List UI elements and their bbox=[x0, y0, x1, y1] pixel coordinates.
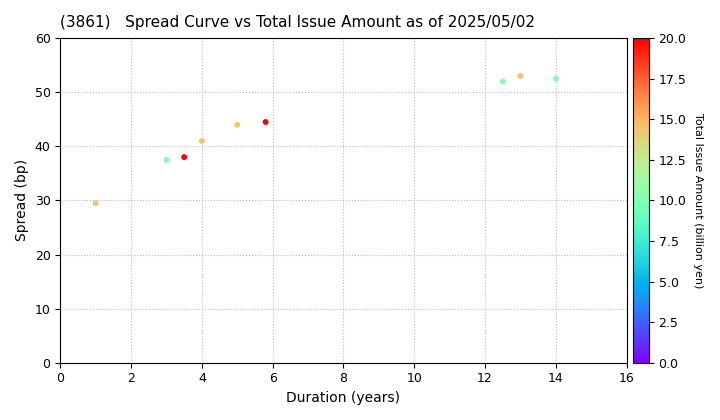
Point bbox=[497, 78, 508, 85]
Point bbox=[260, 118, 271, 125]
Y-axis label: Total Issue Amount (billion yen): Total Issue Amount (billion yen) bbox=[693, 113, 703, 288]
Point bbox=[179, 154, 190, 160]
Point bbox=[196, 137, 207, 144]
Text: (3861)   Spread Curve vs Total Issue Amount as of 2025/05/02: (3861) Spread Curve vs Total Issue Amoun… bbox=[60, 15, 535, 30]
Point bbox=[550, 75, 562, 82]
Point bbox=[232, 121, 243, 128]
Point bbox=[90, 200, 102, 207]
Point bbox=[161, 157, 172, 163]
Y-axis label: Spread (bp): Spread (bp) bbox=[15, 159, 29, 242]
X-axis label: Duration (years): Duration (years) bbox=[287, 391, 400, 405]
Point bbox=[515, 73, 526, 79]
